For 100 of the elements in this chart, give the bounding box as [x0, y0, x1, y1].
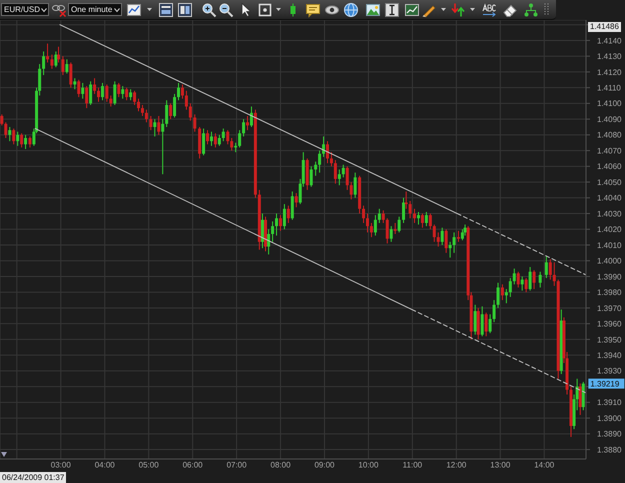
candlestick — [366, 213, 369, 233]
candlestick — [61, 56, 64, 76]
text: 1.41486 — [588, 22, 621, 32]
candlestick — [548, 258, 552, 280]
candlestick — [113, 80, 116, 106]
candlestick — [413, 208, 416, 224]
candlestick — [370, 222, 373, 238]
candlestick — [294, 192, 298, 208]
candlestick — [161, 118, 164, 175]
candlestick — [278, 214, 282, 232]
candlestick — [492, 300, 496, 323]
candlestick — [260, 213, 264, 249]
candlestick — [508, 278, 512, 298]
candlestick — [532, 270, 536, 290]
candlestick — [54, 50, 58, 68]
candlestick — [57, 46, 60, 63]
x-tick-label: 11:00 — [402, 460, 423, 470]
candlestick — [12, 128, 16, 145]
y-tick-label: 1.4130 — [597, 52, 622, 62]
candlestick — [538, 271, 542, 288]
candlestick — [188, 102, 192, 122]
candlestick — [544, 256, 548, 279]
candlestick — [85, 86, 88, 109]
x-tick-label: 06:00 — [182, 460, 204, 470]
x-tick-label: 10:00 — [358, 460, 379, 470]
candlestick — [452, 232, 456, 254]
chart-title: EUR/USD — [4, 5, 40, 14]
candlestick — [480, 306, 484, 337]
y-tick-label: 1.3890 — [597, 430, 622, 439]
candlestick — [24, 134, 28, 150]
y-tick-label: 1.4110 — [597, 84, 622, 92]
y-tick-label: 1.4120 — [597, 68, 622, 77]
x-tick-label: 12:00 — [446, 460, 467, 470]
candlestick — [50, 54, 54, 70]
candlestick — [125, 87, 128, 101]
candlestick — [246, 115, 250, 131]
candlestick — [180, 84, 184, 100]
candlestick — [230, 138, 234, 152]
candlestick — [448, 241, 452, 258]
candlestick — [149, 115, 152, 131]
candlestick — [109, 95, 112, 108]
candlestick — [474, 304, 477, 336]
candlestick — [354, 172, 357, 198]
candlestick — [444, 228, 448, 254]
y-tick-label: 1.3910 — [597, 398, 622, 408]
candlestick — [238, 130, 242, 148]
candlestick — [382, 210, 385, 224]
y-tick-label: 1.3940 — [597, 350, 622, 360]
candlestick — [440, 227, 444, 246]
x-tick-label: 07:00 — [226, 460, 248, 470]
candlestick — [290, 191, 294, 220]
candlestick — [77, 79, 80, 98]
candlestick — [169, 102, 172, 120]
candlestick — [275, 213, 278, 236]
candlestick — [326, 140, 329, 164]
y-tick-label: 1.3960 — [597, 320, 622, 329]
candlestick — [73, 78, 76, 90]
y-tick-label: 1.4040 — [597, 194, 622, 203]
candlestick — [4, 122, 8, 139]
candlestick — [528, 266, 532, 292]
candlestick — [436, 232, 440, 248]
y-tick-label: 1.3930 — [597, 366, 622, 376]
candlestick — [314, 161, 318, 176]
y-tick-label: 1.3990 — [597, 272, 622, 282]
candlestick — [330, 152, 333, 167]
x-tick-label: 03:00 — [50, 460, 72, 470]
candlestick — [476, 307, 480, 340]
candlestick — [93, 78, 96, 94]
y-tick-label: 1.4020 — [597, 225, 622, 234]
candlestick — [338, 168, 341, 186]
y-tick-label: 1.4050 — [597, 178, 622, 187]
candlestick — [582, 381, 585, 411]
x-tick-label: 13:00 — [490, 460, 511, 470]
x-tick-label: 04:00 — [94, 460, 116, 470]
candlestick — [153, 118, 156, 137]
x-tick-label: 14:00 — [534, 460, 555, 470]
candlestick — [428, 213, 432, 230]
candlestick — [42, 50, 46, 76]
candlestick — [234, 142, 238, 153]
candlestick — [390, 226, 393, 242]
candlestick — [484, 312, 488, 337]
candlestick — [250, 106, 253, 128]
chart-subtitle: One minute — [71, 5, 112, 14]
candlestick — [408, 200, 412, 219]
candlestick — [464, 224, 467, 236]
candlestick — [398, 216, 401, 233]
x-tick-label: 09:00 — [314, 460, 336, 470]
candlestick — [242, 118, 246, 137]
interval-dropdown: One minute — [68, 3, 122, 16]
candlestick — [133, 90, 136, 106]
candlestick — [105, 84, 108, 102]
y-tick-label: 1.4140 — [597, 36, 622, 46]
y-tick-label: 1.4030 — [597, 209, 622, 218]
candlestick — [89, 80, 92, 106]
candlestick — [8, 126, 12, 142]
candlestick — [394, 222, 397, 234]
y-tick-label: 1.4070 — [597, 146, 622, 156]
candlestick — [432, 224, 436, 242]
candlestick — [137, 98, 140, 112]
candlestick — [488, 314, 492, 334]
